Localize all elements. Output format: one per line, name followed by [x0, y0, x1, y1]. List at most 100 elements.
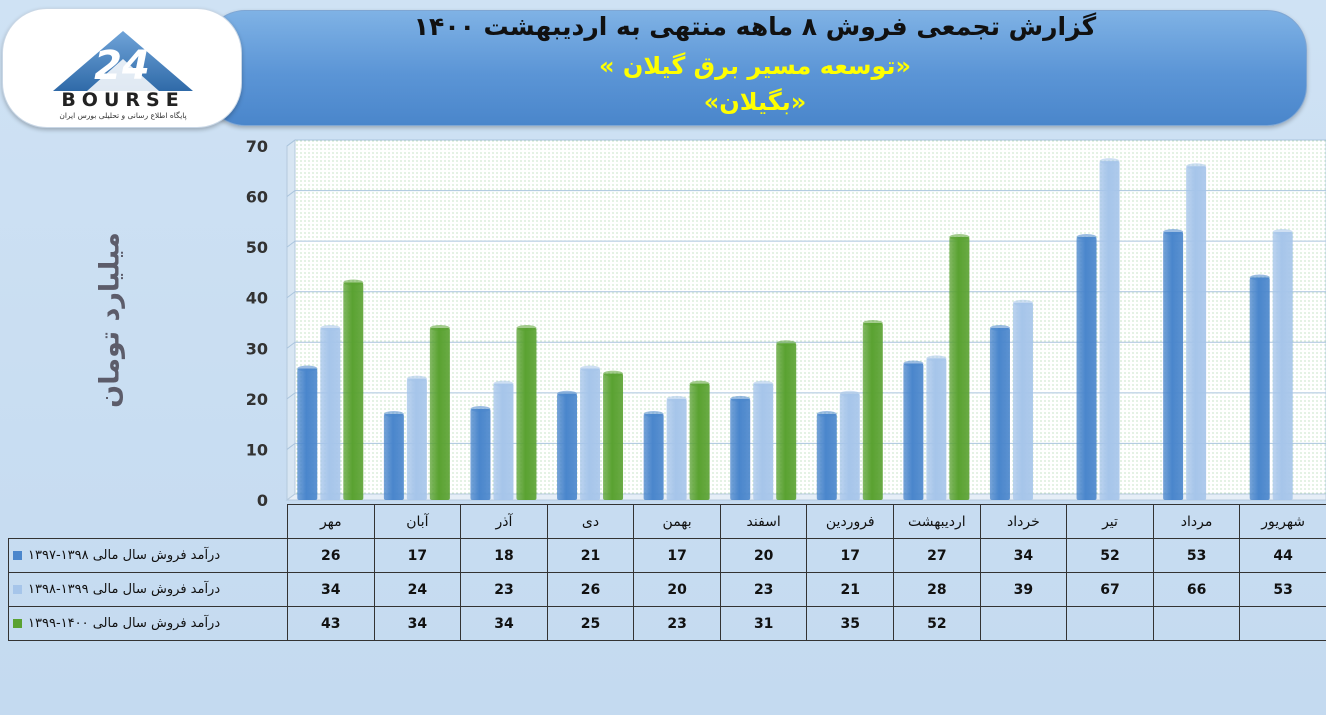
category-label: مرداد — [1152, 504, 1241, 539]
table-row: درآمد فروش سال مالی ۱۳۹۹-۱۳۹۸ 34 24 23 26 20 2… — [8, 572, 1326, 607]
plot-floor — [285, 493, 1326, 501]
data-label: 27 — [893, 538, 981, 573]
data-label: 23 — [633, 606, 721, 641]
bar-cap — [753, 380, 774, 387]
bar-cap — [949, 234, 970, 241]
gridline-side — [286, 240, 296, 248]
logo-mark-icon: 24 — [53, 31, 193, 91]
bar-cap — [406, 375, 427, 382]
category-label: اردیبهشت — [893, 504, 981, 539]
gridline-side — [286, 190, 296, 197]
bar — [470, 408, 491, 500]
bar-cap — [320, 325, 341, 332]
data-label: 53 — [1239, 572, 1326, 607]
bar-cap — [343, 279, 364, 286]
bourse-logo: 24 BOURSE پایگاه اطلاع رسانی و تحلیلی بو… — [2, 8, 242, 128]
bar — [429, 328, 450, 500]
data-label: 18 — [460, 538, 548, 573]
data-label: 34 — [287, 572, 375, 607]
data-label: 21 — [546, 538, 635, 573]
data-label: 17 — [806, 538, 895, 573]
table-row: درآمد فروش سال مالی ۱۳۹۸-۱۳۹۷ 26 17 18 21 17 2… — [8, 538, 1326, 573]
bar — [666, 398, 687, 500]
category-label: مهر — [287, 504, 375, 539]
data-label: 34 — [373, 606, 462, 641]
data-label — [979, 606, 1068, 641]
series-name: درآمد فروش سال مالی ۱۳۹۹-۱۳۹۸ — [28, 582, 221, 597]
bar-cap — [1186, 163, 1207, 170]
data-label: 52 — [893, 606, 981, 641]
data-label: 25 — [546, 606, 635, 641]
bar — [343, 282, 364, 500]
bar — [903, 363, 924, 500]
bar — [839, 393, 860, 500]
category-label: بهمن — [633, 504, 721, 539]
bar — [1099, 161, 1120, 500]
bar-cap — [1012, 299, 1033, 306]
y-tick-label: 0 — [257, 491, 268, 510]
bar — [1249, 277, 1270, 500]
y-tick-label: 60 — [246, 188, 268, 207]
bar-cap — [429, 325, 450, 332]
data-label — [1066, 606, 1154, 641]
data-label: 52 — [1066, 538, 1154, 573]
bar-cap — [383, 411, 404, 418]
bar-cap — [557, 390, 578, 397]
legend-swatch — [13, 585, 22, 594]
data-label: 67 — [1066, 572, 1154, 607]
legend-swatch — [13, 551, 22, 560]
bar-cap — [580, 365, 601, 372]
bar — [557, 393, 578, 500]
table-corner — [8, 504, 288, 539]
bar-cap — [862, 320, 883, 326]
data-label: 53 — [1152, 538, 1241, 573]
bar-cap — [603, 370, 624, 377]
series-name: درآمد فروش سال مالی ۱۳۹۸-۱۳۹۷ — [28, 548, 221, 563]
bar — [989, 328, 1010, 500]
gridline-side — [286, 392, 296, 400]
legend-swatch — [13, 619, 22, 628]
data-label — [1239, 606, 1326, 641]
bar — [949, 237, 970, 500]
y-tick-label: 70 — [246, 137, 268, 156]
svg-text:24: 24 — [94, 43, 150, 89]
data-label: 17 — [373, 538, 462, 573]
bar-cap — [493, 380, 514, 387]
bar-cap — [1163, 228, 1184, 235]
gridline-side — [286, 139, 296, 147]
bar-cap — [730, 395, 751, 402]
bar — [689, 383, 710, 500]
bar — [1186, 166, 1207, 500]
legend-entry: درآمد فروش سال مالی ۱۳۹۸-۱۳۹۷ — [8, 538, 288, 573]
category-label: شهریور — [1239, 504, 1326, 539]
data-label: 21 — [806, 572, 895, 607]
data-label: 28 — [893, 572, 981, 607]
category-label: خرداد — [979, 504, 1068, 539]
bar-cap — [643, 411, 664, 418]
bar — [776, 343, 797, 500]
data-label: 20 — [719, 538, 808, 573]
bar — [730, 398, 751, 500]
bar-cap — [816, 411, 837, 418]
logo-text: BOURSE — [61, 89, 185, 111]
data-label: 39 — [979, 572, 1068, 607]
bar-cap — [839, 390, 860, 397]
bar — [1163, 231, 1184, 500]
bar — [516, 328, 537, 500]
bar-cap — [1099, 158, 1120, 165]
data-label: 26 — [287, 538, 375, 573]
y-tick-label: 50 — [246, 238, 268, 257]
data-label: 34 — [460, 606, 548, 641]
bar — [816, 414, 837, 500]
table-row: درآمد فروش سال مالی ۱۴۰۰-۱۳۹۹ 43 34 34 25 23 3… — [8, 606, 1326, 641]
data-label: 26 — [546, 572, 635, 607]
bar — [1012, 302, 1033, 500]
bar — [862, 323, 883, 500]
category-label: دی — [546, 504, 635, 539]
data-table: مهر آبان آذر دی بهمن اسفند فروردین اردیبهشت خردا… — [8, 504, 1326, 641]
bar-cap — [1076, 234, 1097, 241]
y-tick-label: 10 — [246, 440, 268, 459]
title-banner — [205, 10, 1307, 126]
bar — [926, 358, 947, 500]
